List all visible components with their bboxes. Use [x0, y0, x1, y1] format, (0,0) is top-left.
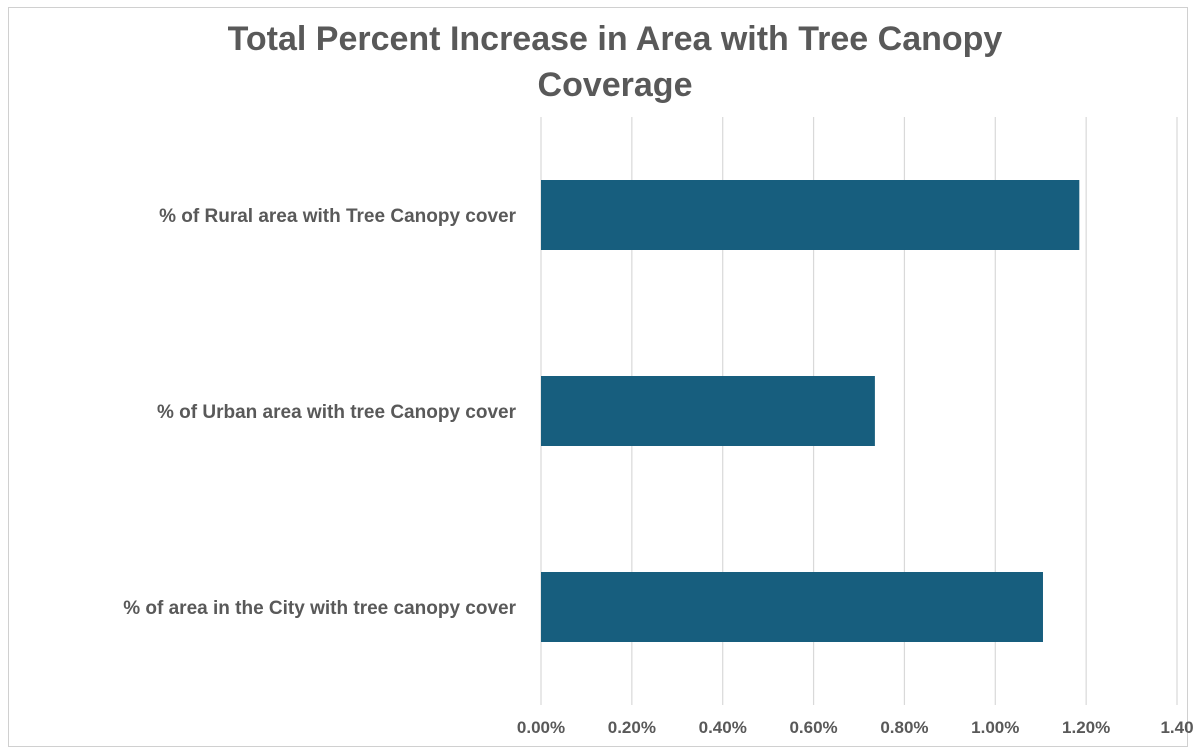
x-tick-label: 0.80% [880, 718, 928, 737]
chart-title-line-1: Total Percent Increase in Area with Tree… [227, 20, 1003, 58]
x-tick-label: 1.40 [1160, 718, 1193, 737]
category-label: % of area in the City with tree canopy c… [123, 598, 516, 619]
bar [541, 376, 875, 446]
x-tick-label: 1.00% [971, 718, 1019, 737]
x-tick-label: 0.20% [608, 718, 656, 737]
chart-title: Total Percent Increase in Area with Tree… [0, 16, 1193, 108]
bars [541, 180, 1080, 642]
x-tick-label: 1.20% [1062, 718, 1110, 737]
x-tick-label: 0.00% [517, 718, 565, 737]
category-label: % of Urban area with tree Canopy cover [157, 402, 517, 423]
category-label: % of Rural area with Tree Canopy cover [159, 206, 516, 227]
x-tick-label: 0.40% [699, 718, 747, 737]
x-tick-label: 0.60% [789, 718, 837, 737]
category-labels: % of Rural area with Tree Canopy cover % … [123, 206, 516, 619]
x-axis-tick-labels: 0.00% 0.20% 0.40% 0.60% 0.80% 1.00% 1.20% 1.40 [517, 718, 1193, 737]
bar [541, 572, 1043, 642]
bar [541, 180, 1080, 250]
chart-title-line-2: Coverage [537, 66, 693, 104]
